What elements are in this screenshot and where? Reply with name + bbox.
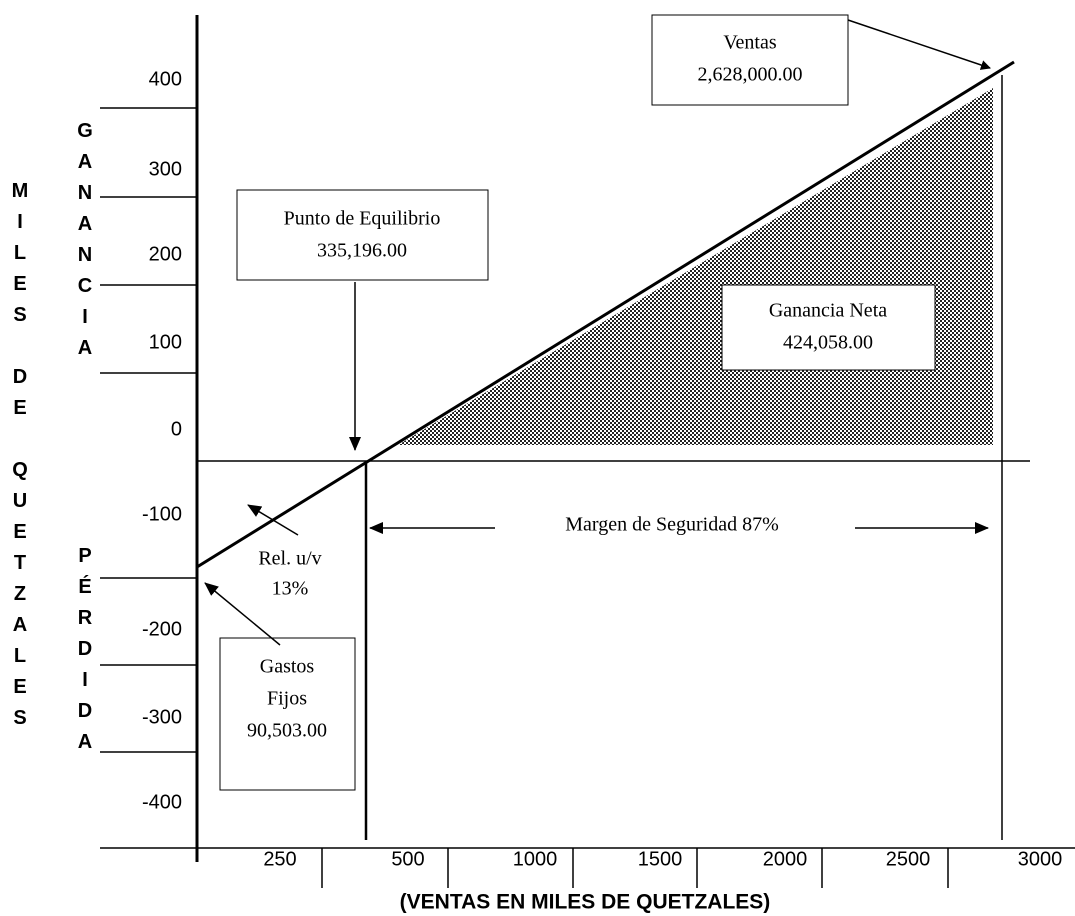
- annotation: Ventas: [723, 32, 777, 54]
- box: [219, 637, 356, 791]
- y-tick-label: 300: [149, 158, 182, 180]
- annotation: 2,628,000.00: [698, 64, 803, 86]
- x-tick-label: 250: [263, 848, 296, 870]
- box: [721, 284, 936, 371]
- loss-label: PÉRDIDA: [74, 545, 96, 762]
- annotation: 424,058.00: [783, 332, 873, 354]
- annotation: Ganancia Neta: [769, 300, 887, 322]
- y-tick-label: 0: [171, 418, 182, 440]
- revenue-line: [196, 60, 1015, 569]
- annotation: Punto de Equilibrio: [284, 208, 441, 230]
- x-tick-label: 1000: [513, 848, 558, 870]
- annotation: Gastos: [260, 656, 315, 678]
- annotation: 335,196.00: [317, 240, 407, 262]
- annotations: Ventas 2,628,000.00 Punto de Equilibrio 335…: [247, 32, 887, 742]
- gain-label: GANANCIA: [74, 120, 96, 368]
- x-tick-label: 1500: [638, 848, 683, 870]
- annotation: 13%: [272, 578, 309, 600]
- box: [651, 14, 849, 106]
- annotation: Fijos: [267, 688, 307, 710]
- x-tick-label: 2000: [763, 848, 808, 870]
- y-tick-label: 100: [149, 331, 182, 353]
- y-tick-label: 400: [149, 68, 182, 90]
- annotation: 90,503.00: [247, 720, 327, 742]
- x-tick-label: 3000: [1018, 848, 1063, 870]
- y-title: MILES DE QUETZALES: [9, 180, 31, 738]
- y-tick-label: -400: [142, 791, 182, 813]
- x-title: (VENTAS EN MILES DE QUETZALES): [400, 891, 771, 914]
- x-tick-label: 500: [391, 848, 424, 870]
- box: [236, 189, 489, 281]
- annotation: Margen de Seguridad 87%: [565, 514, 778, 536]
- x-tick-label: 2500: [886, 848, 931, 870]
- annotation: Rel. u/v: [258, 548, 321, 570]
- y-tick-label: -300: [142, 706, 182, 728]
- y-tick-label: 200: [149, 243, 182, 265]
- arrows: [204, 19, 991, 646]
- y-tick-label: -200: [142, 618, 182, 640]
- y-tick-label: -100: [142, 503, 182, 525]
